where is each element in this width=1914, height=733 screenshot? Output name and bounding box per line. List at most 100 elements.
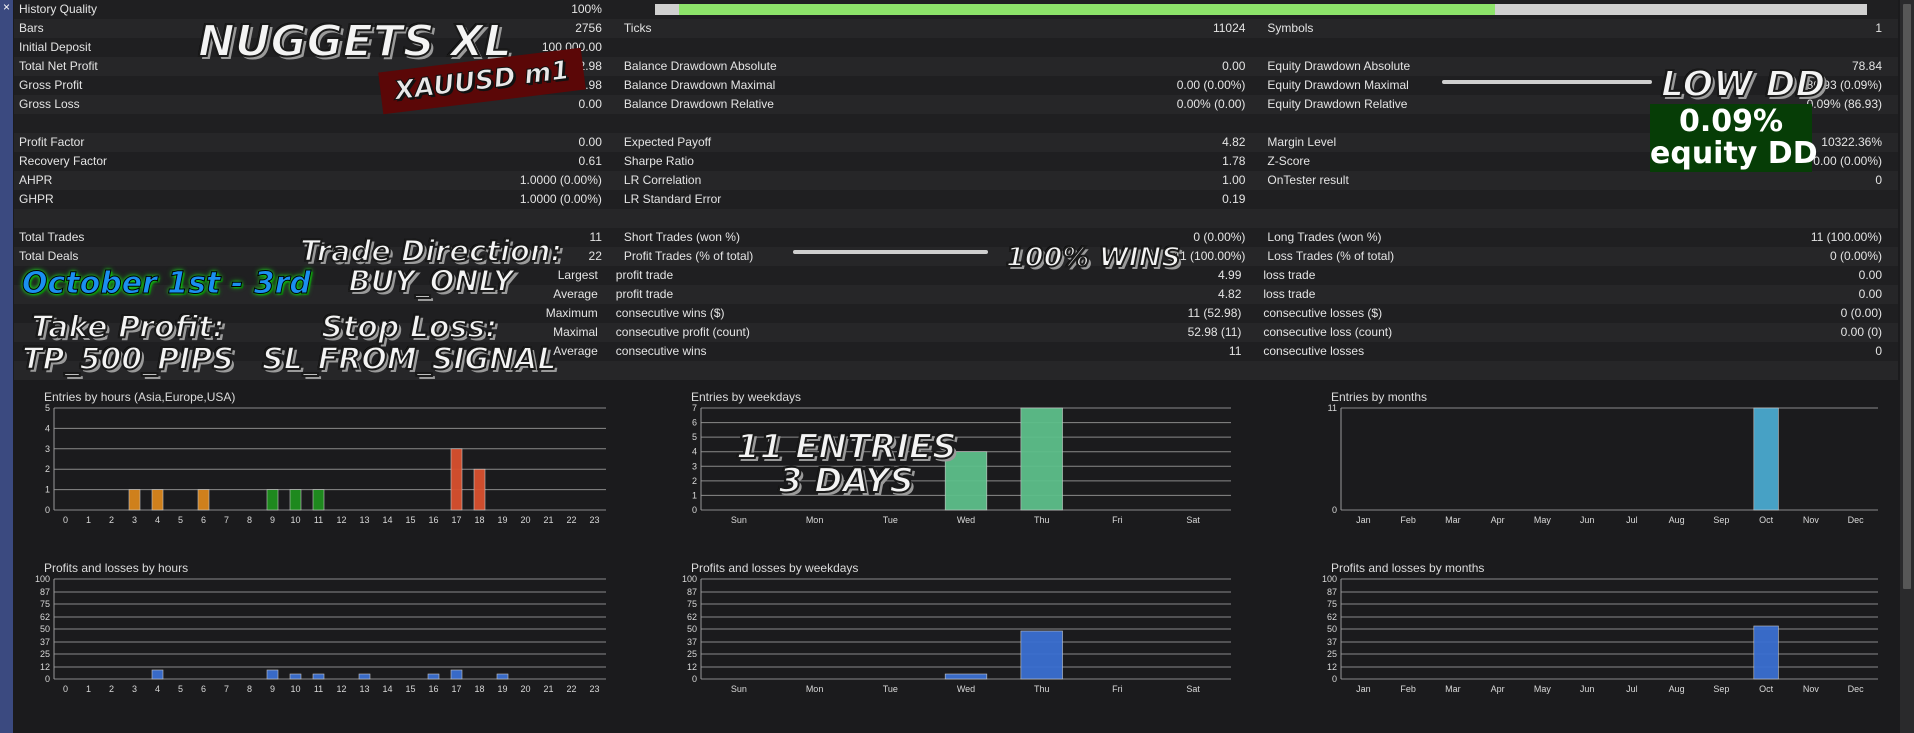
stat-value: [177, 209, 620, 228]
x-tick-label: 17: [451, 684, 461, 694]
history-quality-bar-fill: [679, 4, 1495, 15]
y-tick-label: 75: [40, 599, 50, 609]
x-tick-label: 1: [86, 684, 91, 694]
x-tick-label: Oct: [1759, 684, 1774, 694]
chart-bar: [944, 451, 988, 511]
report-row: Recovery Factor 0.61 Sharpe Ratio 1.78 Z-Sco…: [14, 152, 1898, 171]
chart-title: Profits and losses by weekdays: [691, 561, 859, 575]
stat-label: loss trade: [1263, 268, 1316, 282]
stat-label: consecutive losses: [1263, 344, 1365, 358]
overlay-entries-line1: 11 ENTRIES: [735, 427, 958, 467]
report-row: GHPR 1.0000 (0.00%) LR Standard Error 0.19: [14, 190, 1898, 209]
stat-label: Maximal: [553, 325, 598, 339]
x-tick-label: 7: [224, 515, 229, 525]
stat-value: 0.00 (0.00%): [1176, 78, 1246, 92]
stat-value: [1520, 38, 1898, 57]
y-tick-label: 37: [40, 637, 50, 647]
x-tick-label: 13: [359, 515, 369, 525]
x-tick-label: 3: [132, 684, 137, 694]
y-tick-label: 100: [35, 574, 50, 584]
left-panel-strip: ×: [0, 0, 13, 733]
report-row: Average consecutive wins 11 consecutive los…: [14, 342, 1898, 361]
x-tick-label: Wed: [957, 515, 975, 525]
y-tick-label: 12: [687, 662, 697, 672]
overlay-stop-loss: Stop Loss: SL_FROM_SIGNAL: [261, 311, 558, 377]
arrow-pointer: [1442, 80, 1652, 84]
y-tick-label: 25: [40, 649, 50, 659]
report-row: Profit Factor 0.00 Expected Payoff 4.82 Marg…: [14, 133, 1898, 152]
x-tick-label: 18: [474, 515, 484, 525]
stat-value: 1.00: [1222, 173, 1246, 187]
chart-title: Entries by hours (Asia,Europe,USA): [44, 390, 236, 404]
chart-bar: [944, 673, 988, 680]
stat-label: [1263, 114, 1519, 133]
x-tick-label: Jun: [1580, 684, 1595, 694]
x-tick-label: 21: [543, 684, 553, 694]
x-tick-label: Jan: [1356, 515, 1371, 525]
vertical-scrollbar[interactable]: [1900, 0, 1914, 733]
stat-label: profit trade: [615, 268, 674, 282]
report-row: [14, 114, 1898, 133]
stat-label: Balance Drawdown Absolute: [623, 59, 777, 73]
x-tick-label: 17: [451, 515, 461, 525]
stat-value: [1520, 361, 1898, 380]
y-tick-label: 4: [45, 423, 50, 433]
overlay-tp-value: TP_500_PIPS: [21, 342, 235, 377]
stat-value: 0.09% (86.93): [1806, 97, 1882, 111]
report-row: [14, 209, 1898, 228]
y-tick-label: 62: [40, 612, 50, 622]
stat-value: 22: [588, 249, 602, 263]
x-tick-label: 11: [314, 515, 323, 525]
x-tick-label: 12: [336, 684, 346, 694]
y-tick-label: 25: [1327, 649, 1337, 659]
x-tick-label: Sat: [1186, 515, 1200, 525]
x-tick-label: Thu: [1034, 515, 1050, 525]
stat-label: consecutive wins: [615, 344, 707, 358]
history-quality-bar: [655, 4, 1867, 15]
stat-value: 0.00 (0.00%): [1813, 154, 1882, 168]
x-tick-label: 15: [405, 684, 415, 694]
report-row: Largest profit trade 4.99 loss trade 0.00: [14, 266, 1898, 285]
y-tick-label: 2: [45, 464, 50, 474]
x-tick-label: 3: [132, 515, 137, 525]
overlay-entries-line2: 3 DAYS: [778, 461, 915, 501]
x-tick-label: Apr: [1491, 684, 1505, 694]
x-tick-label: 12: [336, 515, 346, 525]
scrollbar-thumb[interactable]: [1903, 4, 1911, 589]
overlay-trade-direction-value: BUY_ONLY: [348, 264, 515, 298]
x-tick-label: 23: [589, 515, 599, 525]
chart-svg: 0 1 2 3 4 5 6 7 Sun Mon Tue Wed Thu Fri Sat: [692, 403, 1231, 525]
chart-svg: 0 12 25 37 50 62 75 87 100 Sun Mon Tue Wed Thu Fri Sat: [682, 574, 1231, 694]
stat-label: Equity Drawdown Maximal: [1267, 78, 1409, 92]
x-tick-label: 23: [589, 684, 599, 694]
x-tick-label: 14: [382, 515, 392, 525]
close-icon[interactable]: ×: [2, 0, 10, 14]
stat-label: GHPR: [19, 192, 54, 206]
x-tick-label: 21: [543, 515, 553, 525]
overlay-trade-direction-label: Trade Direction:: [299, 234, 563, 268]
x-tick-label: Feb: [1400, 515, 1416, 525]
arrow-pointer: [793, 250, 988, 254]
x-tick-label: Aug: [1669, 684, 1685, 694]
x-tick-label: Aug: [1669, 515, 1685, 525]
chart-bar: [266, 489, 279, 511]
stat-value: 11: [589, 230, 602, 244]
overlay-equity-dd-label: equity DD: [1650, 136, 1818, 171]
stat-label: Total Deals: [19, 249, 79, 263]
x-tick-label: Sun: [731, 515, 747, 525]
chart-bar: [197, 489, 210, 511]
chart-svg: 0 12 25 37 50 62 75 87 100 Jan Feb Mar Apr May Jun Jul A…: [1322, 574, 1878, 694]
stat-value: 0: [1875, 173, 1882, 187]
y-tick-label: 4: [692, 447, 697, 457]
y-tick-label: 1: [45, 485, 50, 495]
x-tick-label: May: [1534, 684, 1552, 694]
stat-value: 86.93 (0.09%): [1806, 78, 1882, 92]
stat-label: [620, 209, 871, 228]
x-tick-label: 20: [520, 515, 530, 525]
x-tick-label: Sep: [1713, 515, 1729, 525]
chart-bar: [427, 673, 440, 680]
x-tick-label: 16: [428, 684, 438, 694]
stat-label: consecutive losses ($): [1263, 306, 1383, 320]
report-row: Gross Loss 0.00 Balance Drawdown Relative 0…: [14, 95, 1898, 114]
x-tick-label: 5: [178, 684, 183, 694]
